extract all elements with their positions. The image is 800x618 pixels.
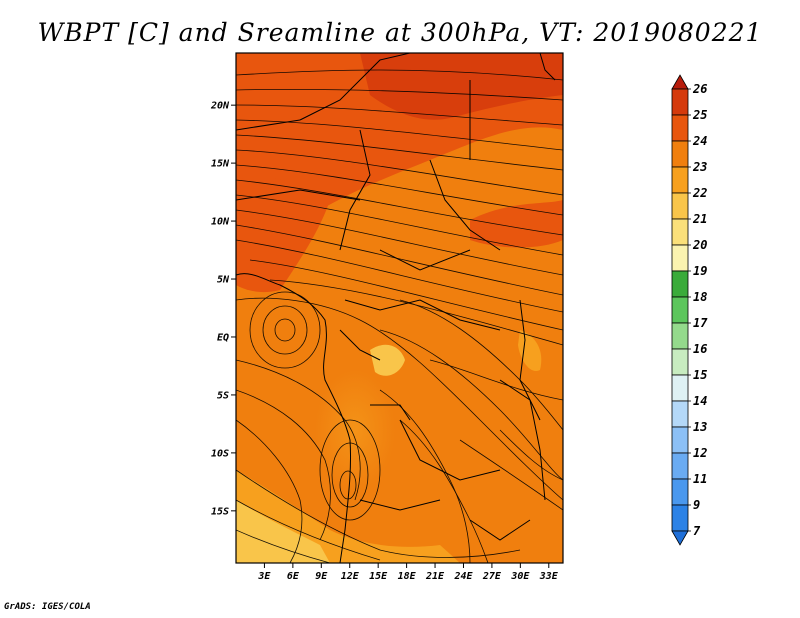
colorbar-box xyxy=(671,296,689,324)
colorbar-label: 18 xyxy=(693,290,707,304)
lon-tick-label: 27E xyxy=(482,571,502,582)
colorbar-label: 15 xyxy=(693,368,707,382)
lon-tick-label: 9E xyxy=(315,571,328,582)
lat-tick-label: 10N xyxy=(211,217,230,228)
latitude-axis: 20N 15N 10N 5N EQ 5S 10S 15S xyxy=(210,101,236,517)
colorbar-label: 7 xyxy=(693,524,701,538)
colorbar-box xyxy=(671,140,689,168)
colorbar: 7 9 11 12 13 14 15 16 17 18 19 20 21 22 23 24 25 26 xyxy=(671,74,708,546)
colorbar-label: 14 xyxy=(693,394,707,408)
colorbar-label: 13 xyxy=(693,420,707,434)
colorbar-label: 19 xyxy=(693,264,707,278)
colorbar-box xyxy=(671,426,689,454)
colorbar-box xyxy=(671,504,689,532)
colorbar-min-triangle xyxy=(671,530,689,546)
colorbar-label: 20 xyxy=(692,238,707,252)
colorbar-box xyxy=(671,166,689,194)
lon-tick-label: 3E xyxy=(257,571,271,582)
wbpt-field-north-core xyxy=(360,53,563,120)
colorbar-box xyxy=(671,452,689,480)
colorbar-label: 22 xyxy=(692,186,707,200)
lon-tick-label: 21E xyxy=(425,571,445,582)
colorbar-box xyxy=(671,478,689,506)
colorbar-label: 12 xyxy=(693,446,707,460)
lat-tick-label: 10S xyxy=(211,448,229,459)
lon-tick-label: 30E xyxy=(510,571,530,582)
colorbar-box xyxy=(671,322,689,350)
colorbar-label: 23 xyxy=(692,160,707,174)
lat-tick-label: 20N xyxy=(210,101,230,112)
colorbar-box xyxy=(671,192,689,220)
colorbar-box xyxy=(671,88,689,116)
lat-tick-label: 15S xyxy=(211,506,229,517)
lon-tick-label: 24E xyxy=(453,571,473,582)
wbpt-field-center-patch xyxy=(315,370,395,490)
colorbar-box xyxy=(671,114,689,142)
colorbar-box xyxy=(671,348,689,376)
lat-tick-label: EQ xyxy=(217,332,229,343)
map-frame xyxy=(235,52,564,564)
lon-tick-label: 6E xyxy=(287,571,300,582)
lat-tick-label: 15N xyxy=(211,159,230,170)
colorbar-max-triangle xyxy=(671,74,689,90)
lat-tick-label: 5S xyxy=(217,390,229,401)
credit-text: GrADS: IGES/COLA xyxy=(4,602,91,612)
lat-tick-label: 5N xyxy=(217,275,230,286)
lon-tick-label: 12E xyxy=(341,571,360,582)
lon-tick-label: 18E xyxy=(398,571,417,582)
colorbar-box xyxy=(671,400,689,428)
colorbar-label: 16 xyxy=(693,342,707,356)
colorbar-label: 26 xyxy=(692,82,707,96)
longitude-axis: 3E 6E 9E 12E 15E 18E 21E 24E 27E 30E 33E xyxy=(257,563,559,582)
colorbar-box xyxy=(671,270,689,298)
colorbar-label: 17 xyxy=(693,316,708,330)
map-panel xyxy=(236,53,563,563)
lon-tick-label: 15E xyxy=(369,571,388,582)
wbpt-field-south-core xyxy=(236,500,330,563)
wbpt-field-congo-patch xyxy=(370,344,405,376)
colorbar-label: 11 xyxy=(693,472,707,486)
colorbar-label: 21 xyxy=(692,212,707,226)
streamlines xyxy=(236,69,563,563)
chart-title: WBPT [C] and Sreamline at 300hPa, VT: 20… xyxy=(37,18,763,47)
colorbar-box xyxy=(671,244,689,272)
wbpt-field-band-west xyxy=(236,176,330,293)
wbpt-field-east-band xyxy=(470,200,563,248)
colorbar-box xyxy=(671,218,689,246)
colorbar-label: 9 xyxy=(693,498,700,512)
colorbar-box xyxy=(671,374,689,402)
lon-tick-label: 33E xyxy=(539,571,559,582)
colorbar-label: 25 xyxy=(692,108,707,122)
wbpt-field-east-patch xyxy=(518,330,542,371)
colorbar-label: 24 xyxy=(692,134,707,148)
country-borders xyxy=(236,53,556,563)
